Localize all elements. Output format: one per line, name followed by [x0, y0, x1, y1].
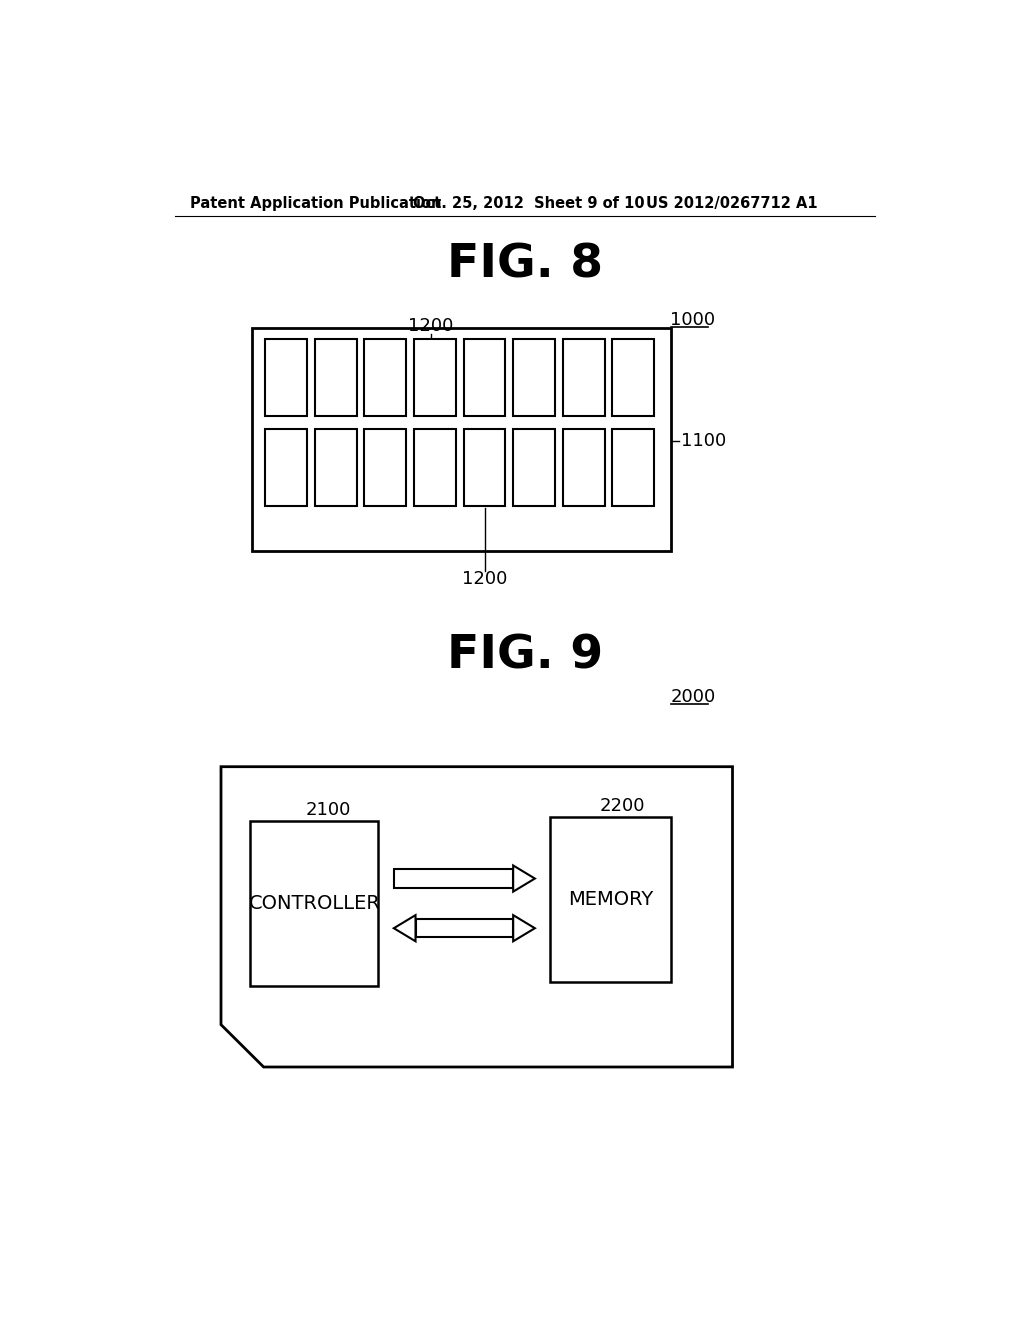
Polygon shape: [513, 915, 535, 941]
Text: 2000: 2000: [671, 689, 716, 706]
Bar: [464, 339, 506, 416]
Bar: [314, 429, 356, 507]
Text: MEMORY: MEMORY: [568, 890, 653, 909]
Bar: [416, 919, 513, 937]
Bar: [612, 429, 654, 507]
Bar: [612, 339, 654, 416]
Bar: [265, 429, 307, 507]
Text: 1200: 1200: [409, 317, 454, 335]
Text: US 2012/0267712 A1: US 2012/0267712 A1: [646, 195, 817, 211]
Text: COMMAND: COMMAND: [419, 871, 502, 886]
Bar: [563, 429, 604, 507]
Text: FIG. 8: FIG. 8: [446, 242, 603, 288]
Text: FIG. 9: FIG. 9: [446, 634, 603, 678]
Text: 2100: 2100: [305, 801, 351, 818]
Bar: [365, 339, 407, 416]
Text: 1000: 1000: [671, 312, 716, 329]
Text: 1100: 1100: [681, 432, 726, 450]
Text: 1200: 1200: [462, 570, 507, 587]
Bar: [464, 429, 506, 507]
Bar: [365, 429, 407, 507]
Text: CONTROLLER: CONTROLLER: [249, 894, 380, 913]
Bar: [265, 339, 307, 416]
Text: DATA: DATA: [444, 921, 484, 936]
Polygon shape: [513, 866, 535, 891]
Bar: [394, 870, 513, 888]
Text: Patent Application Publication: Patent Application Publication: [190, 195, 441, 211]
Bar: [414, 429, 456, 507]
Bar: [513, 429, 555, 507]
Bar: [414, 339, 456, 416]
Polygon shape: [394, 915, 416, 941]
Polygon shape: [221, 767, 732, 1067]
Bar: [251, 821, 378, 986]
Bar: [252, 327, 671, 552]
Bar: [563, 339, 604, 416]
Bar: [550, 817, 671, 982]
Bar: [513, 339, 555, 416]
Bar: [314, 339, 356, 416]
Text: 2200: 2200: [599, 797, 645, 814]
Text: Oct. 25, 2012  Sheet 9 of 10: Oct. 25, 2012 Sheet 9 of 10: [414, 195, 645, 211]
